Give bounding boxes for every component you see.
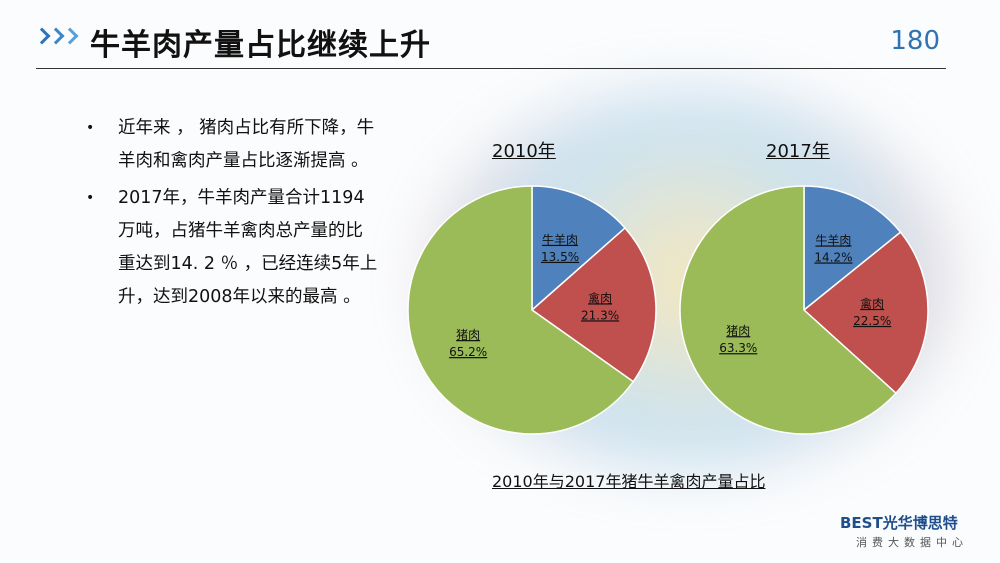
pie-slice-poultry (530, 226, 657, 383)
pie-label-pork: 猪肉 (456, 328, 480, 342)
bullet-item: • 2017年，牛羊肉产量合计1194万吨，占猪牛羊禽肉总产量的比重达到14. 2… (80, 182, 380, 314)
pie-title-2010: 2010年 (492, 141, 556, 162)
pie-label-beef-mutton: 牛羊肉 (542, 232, 578, 247)
slide-title: 牛羊肉产量占比继续上升 (90, 28, 431, 63)
pie-label-pork: 猪肉 (726, 324, 750, 338)
pie-label-beef-mutton: 牛羊肉 (815, 232, 851, 247)
bullet-text: 近年来 ， 猪肉占比有所下降，牛羊肉和禽肉产量占比逐渐提高 。 (118, 118, 375, 171)
pie-chart-2017: 牛羊肉 14.2% 禽肉 22.5% 猪肉 63.3% (679, 185, 929, 435)
slide-header: 牛羊肉产量占比继续上升 180 (0, 0, 1000, 70)
pie-value-beef-mutton: 13.5% (541, 250, 579, 264)
chart-caption: 2010年与2017年猪牛羊禽肉产量占比 (492, 472, 766, 491)
pie-label-poultry: 禽肉 (860, 296, 884, 311)
pie-value-poultry: 22.5% (853, 314, 891, 328)
pie-label-poultry: 禽肉 (588, 290, 612, 305)
pie-slice-pork (679, 185, 898, 435)
brand-logo: BEST光华博思特 消费大数据中心 (840, 512, 980, 552)
pie-slice-beef-mutton (803, 185, 902, 312)
pie-value-poultry: 21.3% (581, 308, 619, 322)
brand-name: BEST光华博思特 (840, 514, 958, 532)
bullet-list: • 近年来 ， 猪肉占比有所下降，牛羊肉和禽肉产量占比逐渐提高 。 • 2017年，… (80, 112, 380, 314)
bullet-item: • 近年来 ， 猪肉占比有所下降，牛羊肉和禽肉产量占比逐渐提高 。 (80, 112, 380, 178)
bullet-text: 2017年，牛羊肉产量合计1194万吨，占猪牛羊禽肉总产量的比重达到14. 2 … (118, 188, 378, 307)
pie-value-pork: 65.2% (449, 345, 487, 359)
pie-slice-pork (407, 185, 635, 435)
brand-subtitle: 消费大数据中心 (856, 536, 968, 549)
pie-slice-poultry (802, 231, 929, 395)
page-number: 180 (890, 26, 940, 56)
header-divider (36, 68, 946, 69)
bullet-dot-icon: • (86, 190, 95, 206)
pie-title-2017: 2017年 (766, 141, 830, 162)
pie-value-pork: 63.3% (719, 341, 757, 355)
pie-slice-beef-mutton (531, 185, 627, 312)
pie-chart-2010: 牛羊肉 13.5% 禽肉 21.3% 猪肉 65.2% (407, 185, 657, 435)
pie-value-beef-mutton: 14.2% (814, 250, 852, 264)
bullet-dot-icon: • (86, 120, 95, 136)
